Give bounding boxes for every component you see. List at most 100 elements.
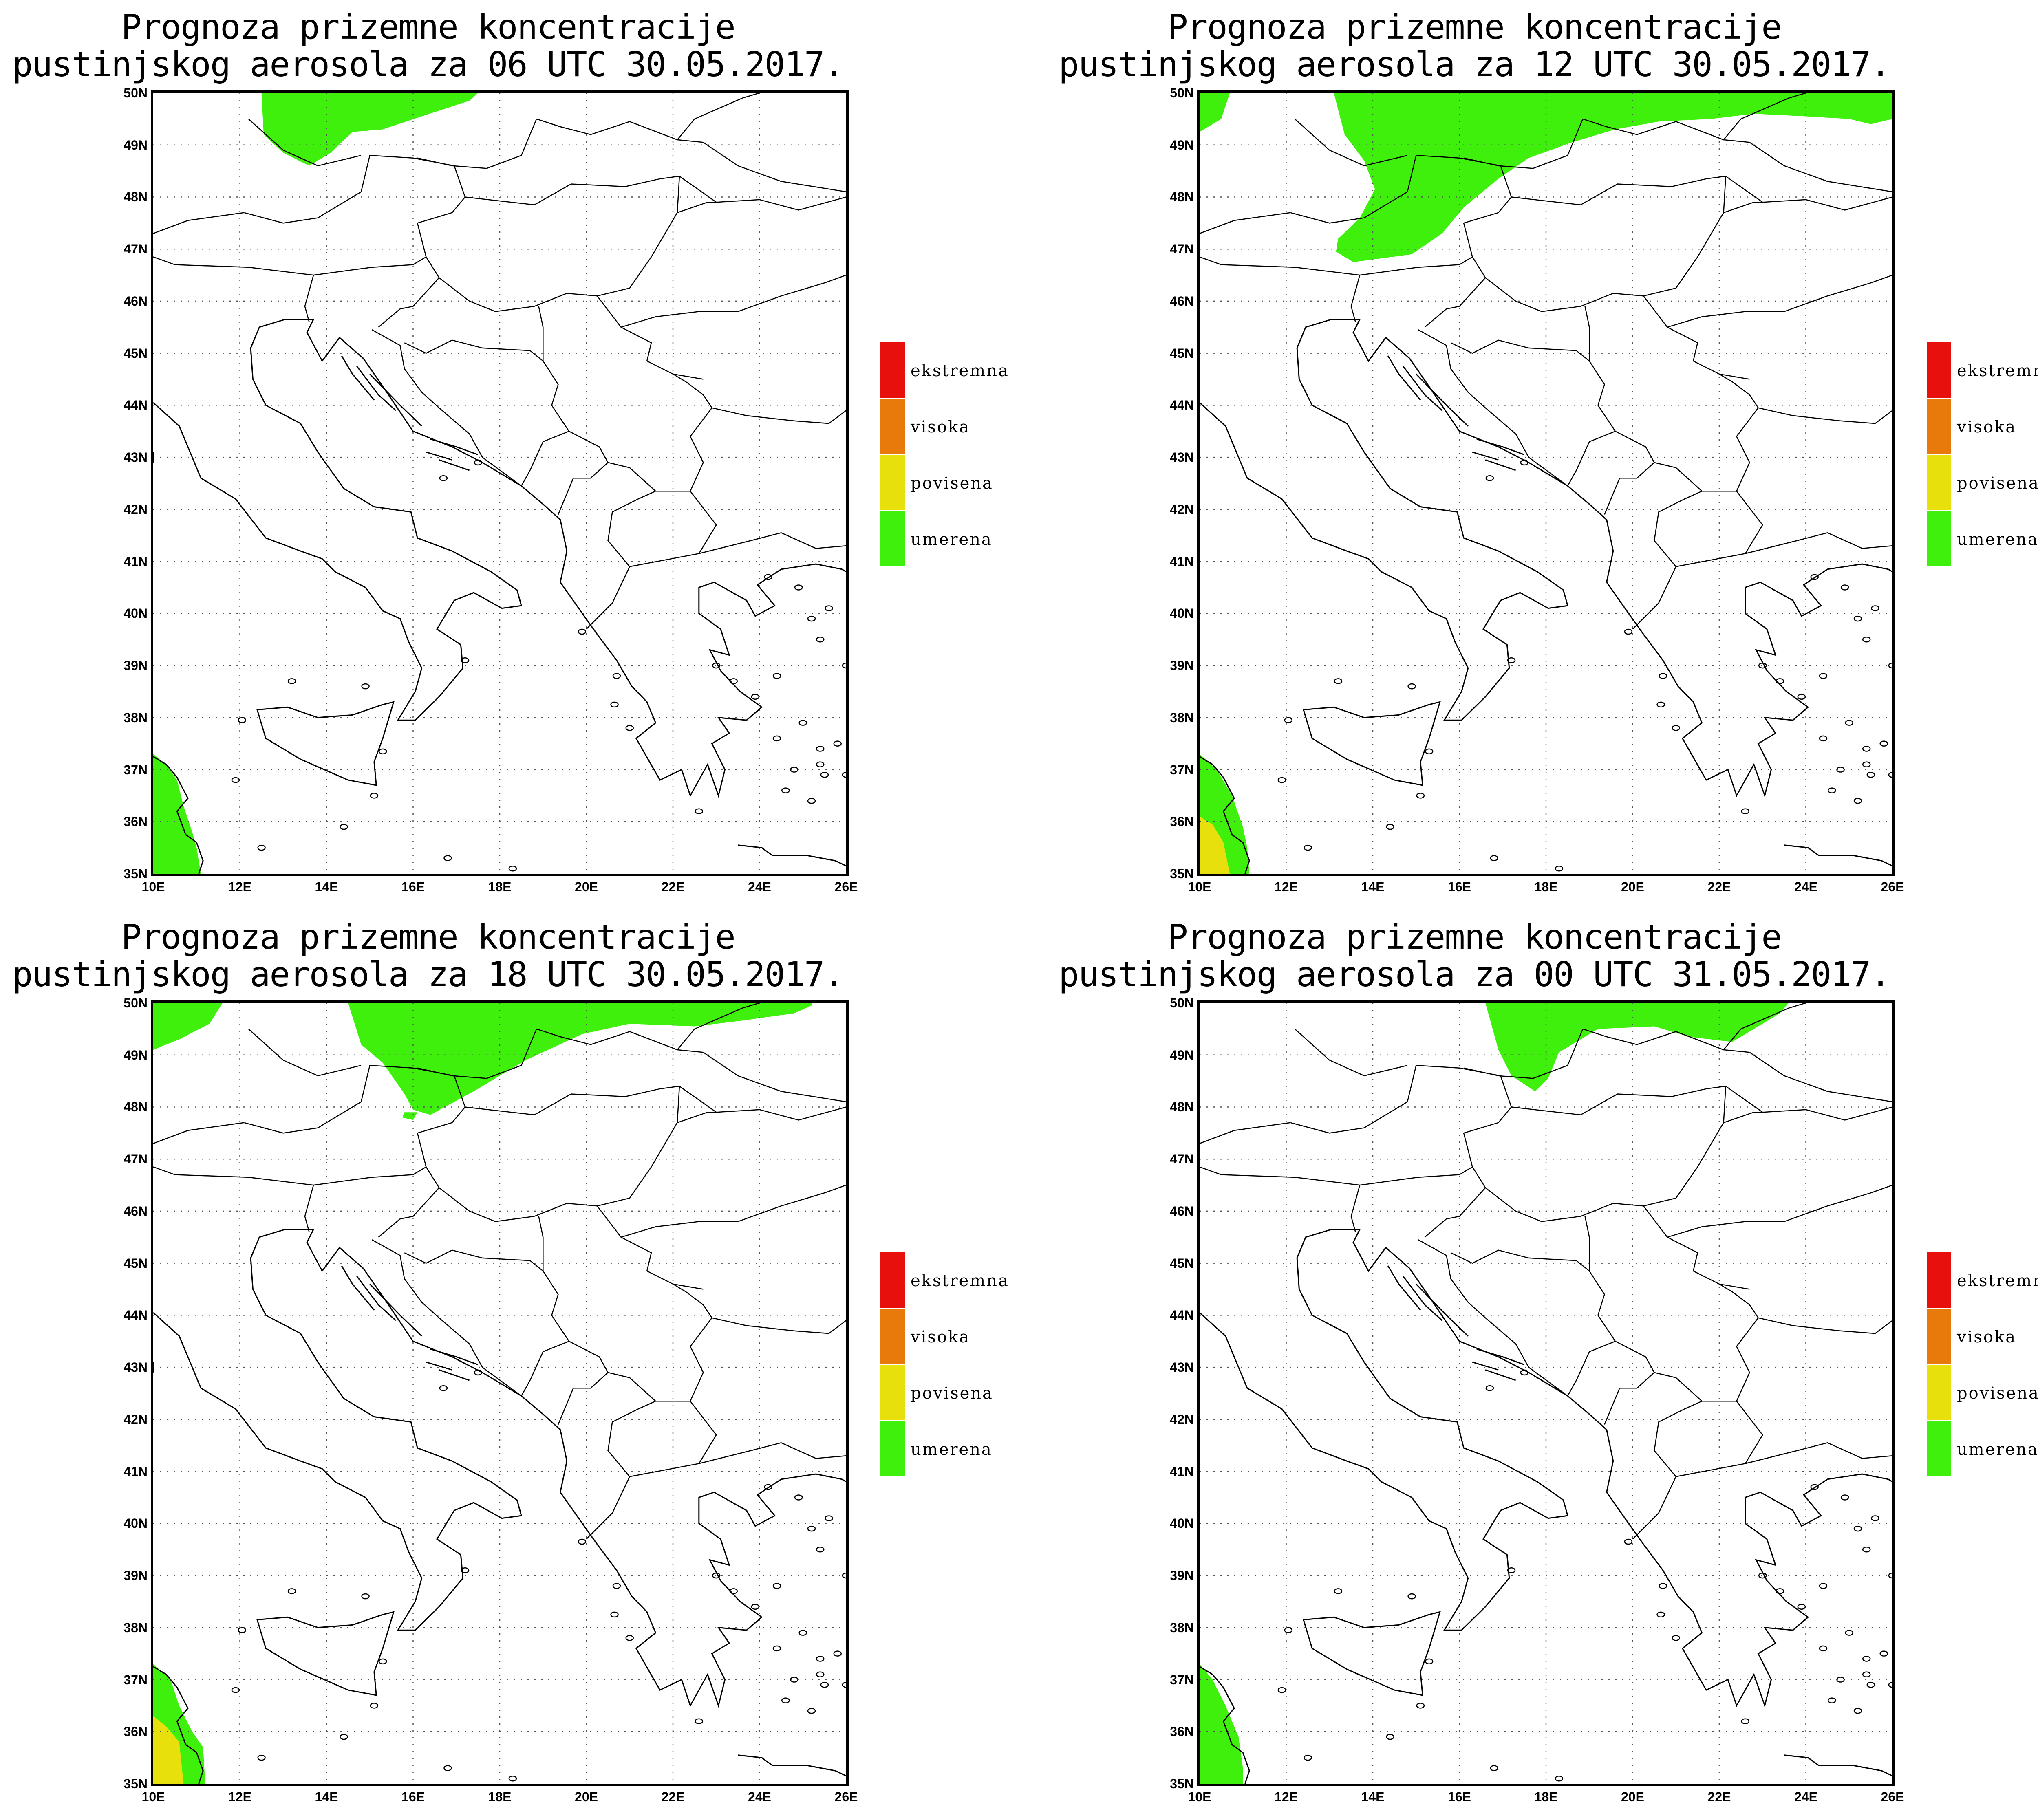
country-border (673, 373, 704, 380)
island (1304, 844, 1312, 851)
crete-coastline (1784, 1754, 1892, 1777)
island (238, 717, 247, 723)
legend-label: povisena (1957, 474, 2038, 493)
tunisia-coastline (1200, 1666, 1250, 1784)
island (508, 1775, 517, 1782)
country-border (1450, 1249, 1616, 1397)
latitude-tick-label: 44N (1170, 398, 1194, 413)
longitude-tick-label: 10E (1188, 1789, 1211, 1804)
longitude-tick-label: 24E (748, 1789, 771, 1804)
legend-swatch (1927, 399, 1951, 454)
island (1819, 673, 1828, 679)
country-border (371, 1239, 522, 1397)
island-coastline (1403, 366, 1443, 411)
island (1416, 1703, 1425, 1709)
latitude-tick-label: 48N (1170, 1099, 1194, 1115)
tunisia-coastline (153, 756, 204, 874)
longitude-tick-label: 14E (1361, 1789, 1385, 1804)
panel-title-line1: Prognoza prizemne koncentracije (121, 917, 736, 957)
legend-label: umerena (911, 530, 993, 549)
moderate-dust-area (402, 1112, 418, 1120)
legend-swatch (880, 1252, 905, 1308)
latitude-tick-label: 46N (1170, 1203, 1194, 1218)
island (1758, 1572, 1767, 1579)
island (257, 844, 266, 851)
latitude-tick-label: 40N (124, 606, 148, 621)
panel-title-line2: pustinjskog aerosola za 06 UTC 30.05.201… (12, 44, 845, 84)
forecast-panel-1: Prognoza prizemne koncentracije pustinjs… (0, 0, 1046, 910)
country-border (1643, 295, 1759, 491)
legend-swatch (1927, 1309, 1951, 1364)
latitude-tick-label: 41N (124, 554, 148, 569)
island (461, 657, 470, 663)
island (1853, 1525, 1862, 1532)
island (751, 694, 760, 700)
island-coastline (426, 1361, 452, 1371)
latitude-tick-label: 50N (1170, 86, 1194, 100)
island (712, 662, 721, 669)
coastline (1200, 1229, 1892, 1708)
island-coastline (341, 355, 375, 401)
island (807, 615, 816, 622)
latitude-tick-label: 41N (124, 1464, 148, 1479)
island (1862, 1546, 1871, 1553)
island (1828, 1697, 1836, 1703)
island (361, 683, 370, 690)
island (1741, 808, 1749, 814)
island-coastline (439, 1369, 470, 1381)
country-border (1643, 1205, 1759, 1401)
island-coastline (369, 373, 422, 427)
island (842, 1682, 846, 1688)
island (1819, 1645, 1828, 1652)
map-svg (1200, 1003, 1892, 1784)
island (1425, 748, 1434, 755)
latitude-tick-label: 35N (124, 1776, 148, 1791)
longitude-tick-label: 26E (1881, 1789, 1904, 1804)
country-border (1424, 1187, 1486, 1238)
moderate-dust-area (153, 754, 201, 874)
legend-swatch (880, 399, 905, 454)
island-coastline (1472, 451, 1499, 461)
country-border (699, 1442, 846, 1464)
island-coastline (439, 459, 470, 471)
island (1819, 1583, 1828, 1589)
island (833, 1650, 842, 1657)
country-border (1424, 277, 1486, 328)
island-coastline (1416, 373, 1469, 427)
island (729, 1588, 738, 1594)
country-border (1740, 1003, 1806, 1030)
map-svg (153, 93, 846, 874)
latitude-tick-label: 47N (124, 1152, 148, 1167)
country-border (679, 176, 846, 211)
map-frame (1197, 1000, 1895, 1786)
country-border (677, 1111, 717, 1123)
island (781, 1697, 790, 1703)
island (1888, 1682, 1892, 1688)
coastline (1200, 319, 1892, 798)
country-border (1740, 93, 1806, 120)
country-border (629, 490, 717, 567)
longitude-tick-label: 24E (1794, 1789, 1817, 1804)
longitude-tick-label: 16E (401, 879, 425, 894)
latitude-tick-label: 40N (124, 1516, 148, 1531)
country-border (1418, 1239, 1568, 1397)
country-border (1719, 373, 1750, 380)
island (370, 1703, 379, 1709)
legend-label: ekstremna (911, 361, 1009, 380)
country-border (1294, 118, 1408, 167)
island (1810, 1484, 1819, 1490)
island (1334, 678, 1343, 684)
island (798, 1630, 807, 1636)
island (578, 628, 587, 635)
country-border (1667, 1184, 1892, 1238)
longitude-tick-label: 22E (1707, 1789, 1731, 1804)
country-border (677, 139, 704, 143)
legend-swatch (880, 511, 905, 566)
island (1853, 1708, 1862, 1714)
crete-coastline (738, 1754, 846, 1777)
island (1862, 636, 1871, 643)
country-border (1632, 462, 1703, 630)
map-svg (1200, 93, 1892, 874)
moderate-dust-area (261, 93, 478, 166)
latitude-tick-label: 35N (1170, 1776, 1194, 1791)
